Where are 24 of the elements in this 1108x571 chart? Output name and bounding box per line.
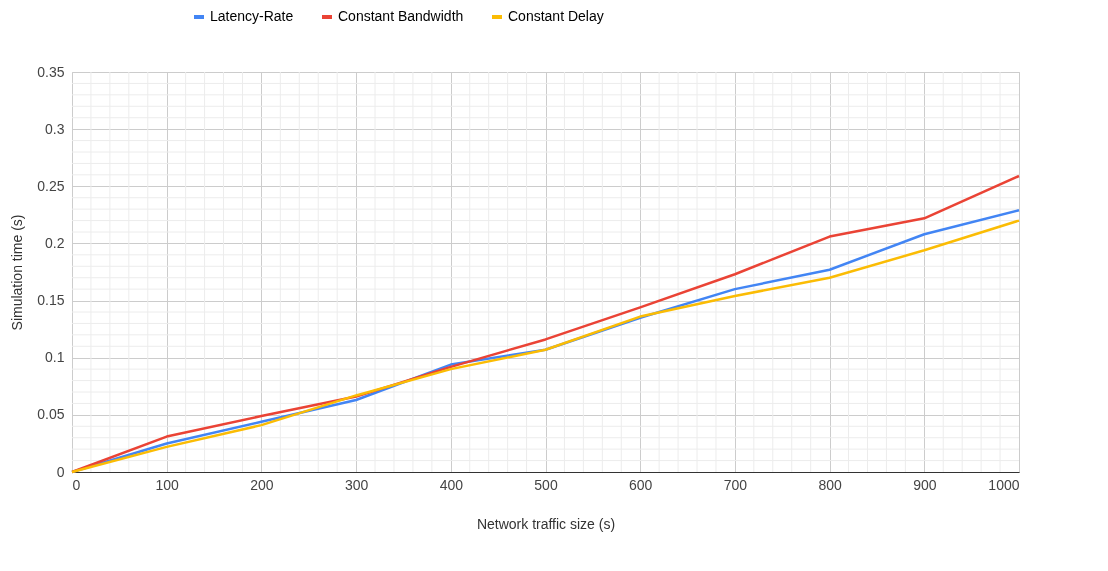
x-tick-label: 800 (818, 476, 842, 493)
x-tick-label: 600 (629, 476, 653, 493)
y-axis-title: Simulation time (s) (9, 214, 26, 331)
y-tick-label: 0.2 (45, 234, 65, 251)
x-tick-label: 1000 (988, 476, 1020, 493)
legend-label: Constant Delay (508, 8, 604, 24)
y-tick-label: 0.1 (45, 349, 65, 366)
x-tick-label: 0 (72, 476, 81, 493)
x-tick-label: 700 (723, 476, 748, 493)
x-tick-label: 100 (155, 476, 180, 493)
x-axis-title: Network traffic size (s) (476, 515, 616, 532)
x-tick-label: 300 (344, 476, 369, 493)
x-tick-label: 200 (250, 476, 274, 493)
y-tick-label: 0.05 (37, 406, 65, 423)
legend-label: Latency-Rate (210, 8, 294, 24)
y-tick-label: 0.15 (37, 292, 65, 309)
y-tick-label: 0 (56, 463, 65, 480)
x-tick-label: 400 (439, 476, 464, 493)
legend-label: Constant Bandwidth (338, 8, 464, 24)
y-tick-label: 0.35 (37, 63, 65, 80)
x-tick-label: 900 (913, 476, 937, 493)
y-tick-label: 0.3 (45, 120, 65, 137)
x-tick-label: 500 (534, 476, 558, 493)
y-tick-label: 0.25 (37, 177, 65, 194)
